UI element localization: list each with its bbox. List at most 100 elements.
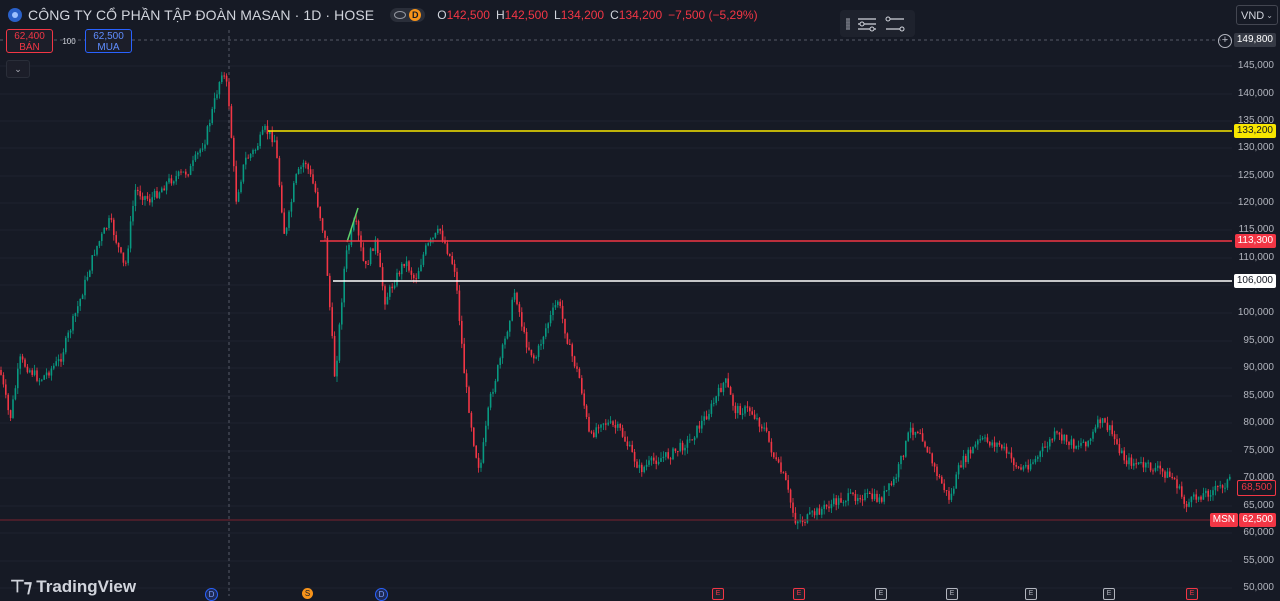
candle-body xyxy=(405,261,408,267)
candle-body xyxy=(134,189,137,206)
last-price-label: 68,500 xyxy=(1237,480,1276,496)
candle-body xyxy=(629,444,631,447)
horizontal-ray-tool-icon[interactable] xyxy=(884,15,906,33)
candle-body xyxy=(103,227,105,234)
split-marker[interactable]: S xyxy=(302,588,313,599)
candle-body xyxy=(410,270,413,275)
candle-body xyxy=(369,248,372,265)
candle-body xyxy=(996,442,998,447)
candle-body xyxy=(69,330,72,333)
candle-body xyxy=(866,492,869,494)
earnings-marker[interactable]: E xyxy=(1186,588,1198,600)
sell-button[interactable]: 62,400 BÁN xyxy=(6,29,53,53)
candle-body xyxy=(295,174,297,184)
candle-body xyxy=(929,452,931,454)
buy-button[interactable]: 62,500 MUA xyxy=(85,29,132,53)
candle-body xyxy=(312,174,314,184)
candle-body xyxy=(1008,452,1010,454)
tradingview-logo[interactable]: ⊤⁊ TradingView xyxy=(10,577,136,597)
candle-body xyxy=(492,392,494,394)
candle-body xyxy=(324,230,326,238)
candle-body xyxy=(751,411,753,415)
candle-body xyxy=(725,378,727,383)
candle-body xyxy=(1068,441,1070,446)
candle-body xyxy=(732,394,734,406)
candle-body xyxy=(1161,468,1164,472)
price-tick-label: 100,000 xyxy=(1237,307,1274,318)
candle-body xyxy=(528,347,530,350)
candle-body xyxy=(357,221,360,236)
candle-body xyxy=(439,228,441,231)
candle-body xyxy=(701,420,703,429)
candle-body xyxy=(780,462,782,473)
candle-body xyxy=(617,423,619,428)
candle-body xyxy=(163,188,165,191)
candle-body xyxy=(523,326,525,332)
candle-body xyxy=(24,359,26,367)
candle-body xyxy=(305,162,307,165)
earnings-marker[interactable]: E xyxy=(946,588,958,600)
candle-body xyxy=(1212,490,1214,496)
price-axis[interactable]: 145,000 140,000 135,000 130,000 125,000 120,0… xyxy=(1209,0,1280,596)
earnings-marker[interactable]: E xyxy=(712,588,724,600)
candle-body xyxy=(693,437,696,441)
candle-body xyxy=(53,365,55,369)
candle-body xyxy=(825,504,828,507)
buy-price: 62,500 xyxy=(93,31,124,42)
candle-body xyxy=(818,508,821,515)
candle-body xyxy=(1094,427,1097,432)
price-tick-label: 75,000 xyxy=(1243,445,1274,456)
candle-body xyxy=(708,413,710,420)
candle-body xyxy=(192,160,194,167)
drag-handle-icon[interactable] xyxy=(846,17,850,30)
horizontal-line-tool-icon[interactable] xyxy=(856,15,878,33)
candle-body xyxy=(624,436,626,442)
candle-body xyxy=(252,150,254,155)
dividend-marker[interactable]: D xyxy=(205,588,218,601)
candle-body xyxy=(989,441,991,446)
earnings-marker[interactable]: E xyxy=(1103,588,1115,600)
visibility-toggle[interactable]: D xyxy=(390,8,426,22)
candle-body xyxy=(1154,467,1157,471)
candle-body xyxy=(458,290,461,321)
candle-body xyxy=(1111,425,1113,435)
candle-body xyxy=(881,497,883,502)
price-tick-label: 135,000 xyxy=(1237,115,1274,126)
currency-selector[interactable]: VND ⌄ xyxy=(1236,5,1278,25)
symbol-title[interactable]: CÔNG TY CỔ PHẦN TẬP ĐOÀN MASAN · 1D · HO… xyxy=(28,7,375,23)
earnings-marker[interactable]: E xyxy=(875,588,887,600)
candle-body xyxy=(398,272,401,275)
candle-body xyxy=(67,332,69,338)
dividend-marker[interactable]: D xyxy=(375,588,388,601)
candle-body xyxy=(384,286,386,305)
candle-body xyxy=(156,190,158,198)
candle-body xyxy=(674,448,677,452)
candle-body xyxy=(1073,439,1075,449)
candle-body xyxy=(691,439,693,441)
collapse-legend-button[interactable]: ⌄ xyxy=(6,60,30,78)
candle-body xyxy=(1202,493,1205,500)
candle-body xyxy=(912,427,914,435)
candle-body xyxy=(144,196,146,200)
candle-body xyxy=(372,248,374,251)
candle-body xyxy=(84,279,86,296)
candle-body xyxy=(1193,494,1195,497)
candle-body xyxy=(151,197,153,203)
candle-body xyxy=(1032,462,1034,464)
chart-grid xyxy=(0,65,1232,589)
candle-body xyxy=(89,270,91,277)
candle-body xyxy=(21,356,24,360)
earnings-marker[interactable]: E xyxy=(793,588,805,600)
candle-body xyxy=(893,479,895,485)
candle-body xyxy=(513,292,516,300)
spread-value: 100 xyxy=(62,36,76,46)
candle-body xyxy=(773,452,775,458)
candle-body xyxy=(62,352,65,362)
earnings-marker[interactable]: E xyxy=(1025,588,1037,600)
price-chart[interactable] xyxy=(0,0,1232,596)
candle-body xyxy=(785,472,787,481)
candle-body xyxy=(247,157,249,159)
add-alert-icon[interactable]: + xyxy=(1218,34,1232,48)
candle-body xyxy=(1061,434,1063,441)
candle-body xyxy=(17,368,19,389)
